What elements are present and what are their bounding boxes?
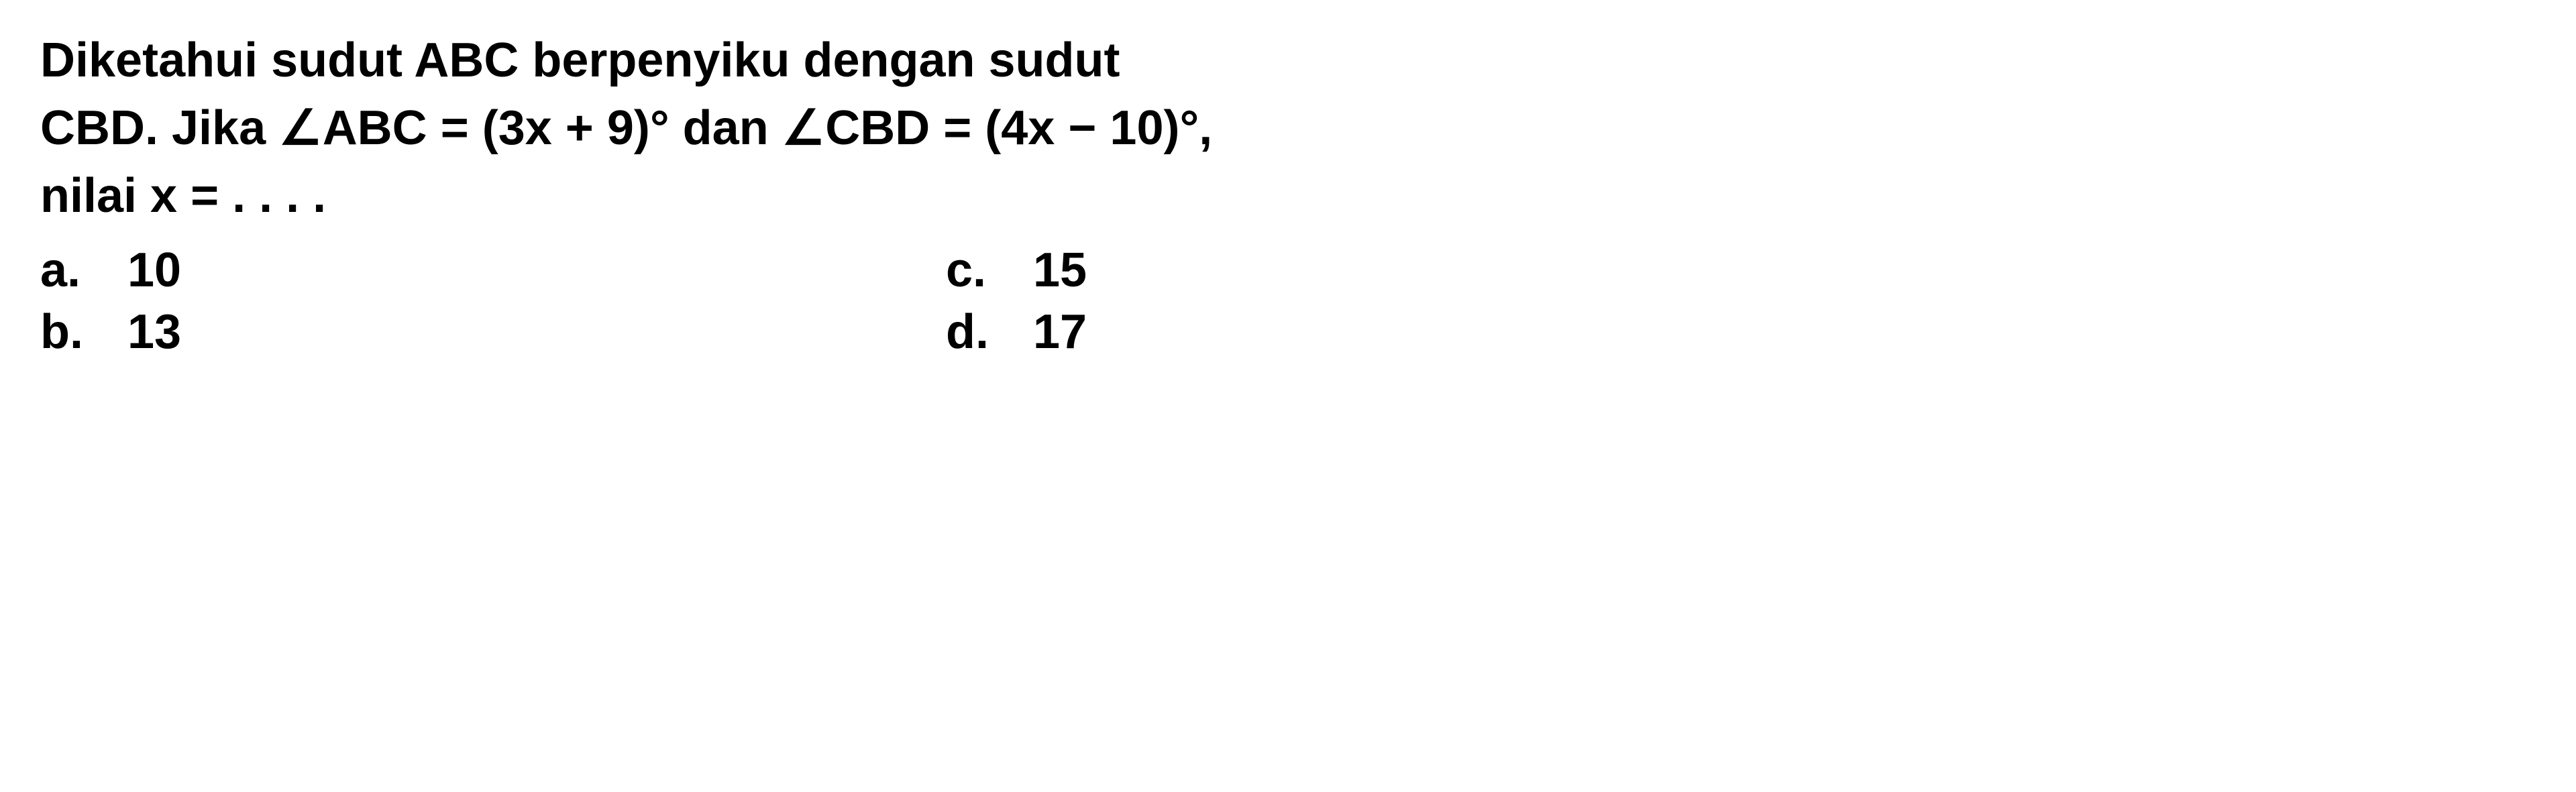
option-letter: a. (40, 243, 127, 298)
option-b: b. 13 (40, 304, 208, 359)
option-letter: b. (40, 304, 127, 359)
option-value: 10 (127, 243, 208, 298)
options-column-left: a. 10 b. 13 (40, 243, 208, 359)
angle1-name: ABC (323, 101, 427, 155)
option-value: 13 (127, 304, 208, 359)
option-letter: c. (946, 243, 1033, 298)
question-line-1: Diketahui sudut ABC berpenyiku dengan su… (40, 27, 2536, 95)
question-line-3: nilai x = . . . . (40, 162, 2536, 230)
options-container: a. 10 b. 13 c. 15 d. 17 (40, 243, 2536, 359)
option-value: 17 (1033, 304, 1114, 359)
question-line-2: CBD. Jika ∠ABC = (3x + 9)° dan ∠CBD = (4… (40, 95, 2536, 162)
options-column-right: c. 15 d. 17 (946, 243, 1114, 359)
expr1: = (3x + 9)° dan (427, 101, 782, 155)
angle-icon: ∠ (279, 95, 323, 162)
expr2: = (4x − 10)°, (930, 101, 1212, 155)
question-block: Diketahui sudut ABC berpenyiku dengan su… (40, 27, 2536, 229)
angle2-name: CBD (825, 101, 930, 155)
option-a: a. 10 (40, 243, 208, 298)
line2-prefix: CBD. Jika (40, 101, 279, 155)
angle-icon: ∠ (782, 95, 826, 162)
option-c: c. 15 (946, 243, 1114, 298)
option-letter: d. (946, 304, 1033, 359)
option-d: d. 17 (946, 304, 1114, 359)
option-value: 15 (1033, 243, 1114, 298)
